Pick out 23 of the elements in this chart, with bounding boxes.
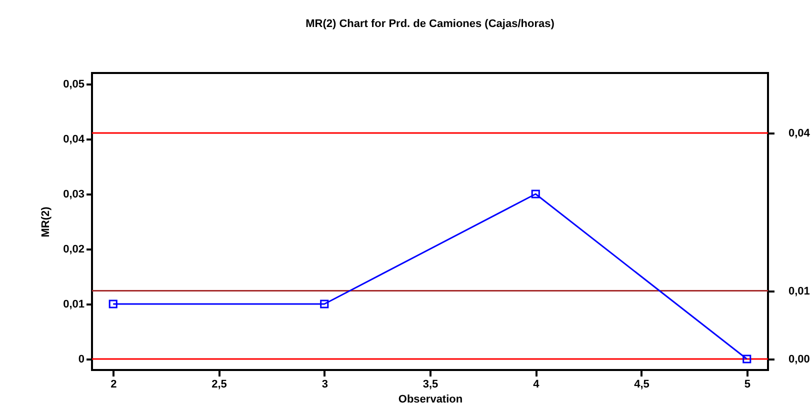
x-tick-label: 3,5	[422, 378, 438, 390]
x-tick-label: 2	[110, 378, 117, 390]
ref-line-label: 0,04	[788, 127, 811, 140]
chart-title: MR(2) Chart for Prd. de Camiones (Cajas/horas)	[306, 18, 555, 30]
y-tick-label: 0,04	[63, 134, 86, 146]
y-tick-label: 0,01	[63, 298, 84, 310]
point	[742, 354, 752, 364]
x-tick-label: 3	[322, 378, 328, 390]
y-tick-label: 0,03	[63, 188, 84, 200]
x-tick-label: 2,5	[212, 378, 227, 390]
x-tick-label: 5	[744, 378, 750, 390]
point	[108, 300, 118, 308]
y-tick-label: 0,02	[63, 244, 84, 256]
y-axis-title: MR(2)	[40, 206, 52, 238]
point	[320, 300, 329, 308]
x-tick-label: 4	[533, 378, 540, 390]
x-axis-title: Observation	[398, 394, 463, 406]
y-tick-label: 0	[78, 354, 84, 366]
ref-line-label: 0,01	[788, 285, 810, 298]
ref-line-label: 0,00	[788, 354, 810, 366]
y-tick-label: 0,05	[63, 78, 84, 90]
x-tick-label: 4,5	[634, 378, 650, 390]
point	[531, 190, 540, 198]
